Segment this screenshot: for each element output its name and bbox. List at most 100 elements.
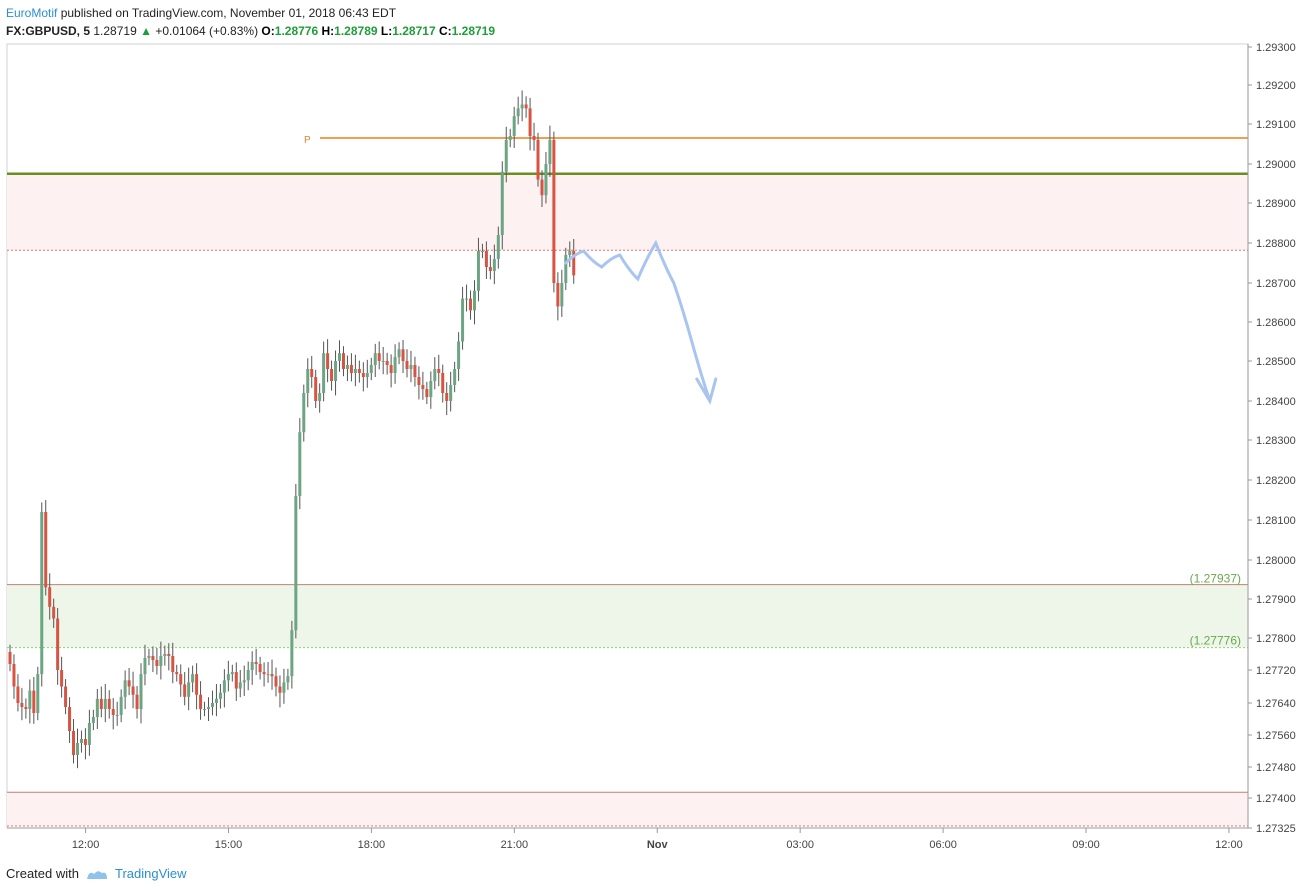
close-value: 1.28719 [451,24,496,38]
candle [500,171,504,235]
candle [36,674,40,713]
y-axis-tick-label: 1.28800 [1256,238,1296,250]
candle [528,108,532,136]
candle [322,353,326,393]
candle [8,652,12,664]
support-zone-label: (1.27937) [1190,572,1241,586]
candle [457,341,461,369]
publisher-link[interactable]: EuroMotif [6,6,58,20]
candle [425,389,429,397]
candle [203,709,207,710]
candle [210,703,214,707]
y-axis-tick-label: 1.28400 [1256,396,1296,408]
candle [183,684,187,697]
candle [123,680,127,697]
candle [199,694,203,709]
candle [175,672,179,675]
candle [147,656,151,658]
candle [484,251,488,267]
x-axis-tick-label: 18:00 [358,839,386,851]
candle [167,654,171,656]
candle [488,267,492,271]
candle [512,116,516,136]
y-axis-tick-label: 1.28200 [1256,475,1296,487]
candle [357,369,361,373]
last-price: 1.28719 [93,24,137,38]
candle [290,630,294,677]
candle [421,385,425,389]
candle [83,739,87,745]
candle [397,349,401,358]
candle [365,373,369,377]
x-axis-tick-label: 15:00 [215,839,243,851]
x-axis-tick-label: 03:00 [786,839,814,851]
candle [48,587,52,607]
candle [242,680,246,683]
candle [381,361,385,362]
published-text: published on TradingView.com, November 0… [60,6,397,20]
tradingview-logo-icon[interactable] [85,867,109,881]
candle [385,361,389,365]
candle [119,696,123,715]
candle [163,654,167,656]
candle [179,674,183,685]
candle [353,369,357,373]
open-value: 1.28776 [274,24,319,38]
candle [207,707,210,709]
candle [115,715,119,716]
pivot-label: P [304,135,311,146]
candle [111,709,115,715]
candle [345,365,349,369]
y-axis-tick-label: 1.27400 [1256,793,1296,805]
candle [16,686,20,703]
candle [306,369,310,393]
x-axis-tick-label: Nov [647,839,669,851]
y-axis-tick-label: 1.27480 [1256,762,1296,774]
candle [195,674,199,695]
candle [278,686,282,693]
tradingview-brand[interactable]: TradingView [114,866,187,881]
candle [79,739,83,743]
price-change: +0.01064 (+0.83%) [155,24,259,38]
support-zone-label: (1.27776) [1190,634,1241,648]
candle [32,690,36,713]
candle [40,512,44,675]
candle [560,283,564,307]
candle [286,676,290,683]
y-axis-tick-label: 1.29100 [1256,119,1296,131]
high-label: H: [321,24,335,38]
candle [453,369,457,385]
candle [334,361,338,381]
y-axis-tick-label: 1.28000 [1256,555,1296,567]
candle [103,698,107,709]
candle [12,664,16,687]
candle [64,686,68,707]
candle [552,140,556,283]
candle [540,179,544,196]
candle [417,377,421,385]
candle [139,674,143,709]
candle [492,259,496,271]
candle [151,656,155,660]
x-axis-tick-label: 06:00 [929,839,957,851]
candle [437,369,441,373]
y-axis-tick-label: 1.28100 [1256,515,1296,527]
candle [250,662,254,670]
candle [314,377,318,401]
candle [413,365,417,377]
candle [469,298,473,311]
candle [266,674,270,676]
candle [155,660,159,666]
candle [405,361,409,369]
high-value: 1.28789 [334,24,378,38]
candle [218,692,222,699]
candle [282,682,286,693]
candle [298,432,302,496]
candle [222,680,226,693]
candle [262,672,266,675]
candle [44,512,48,588]
candle [369,365,373,373]
candle [441,373,445,393]
x-axis-tick-label: 09:00 [1072,839,1100,851]
